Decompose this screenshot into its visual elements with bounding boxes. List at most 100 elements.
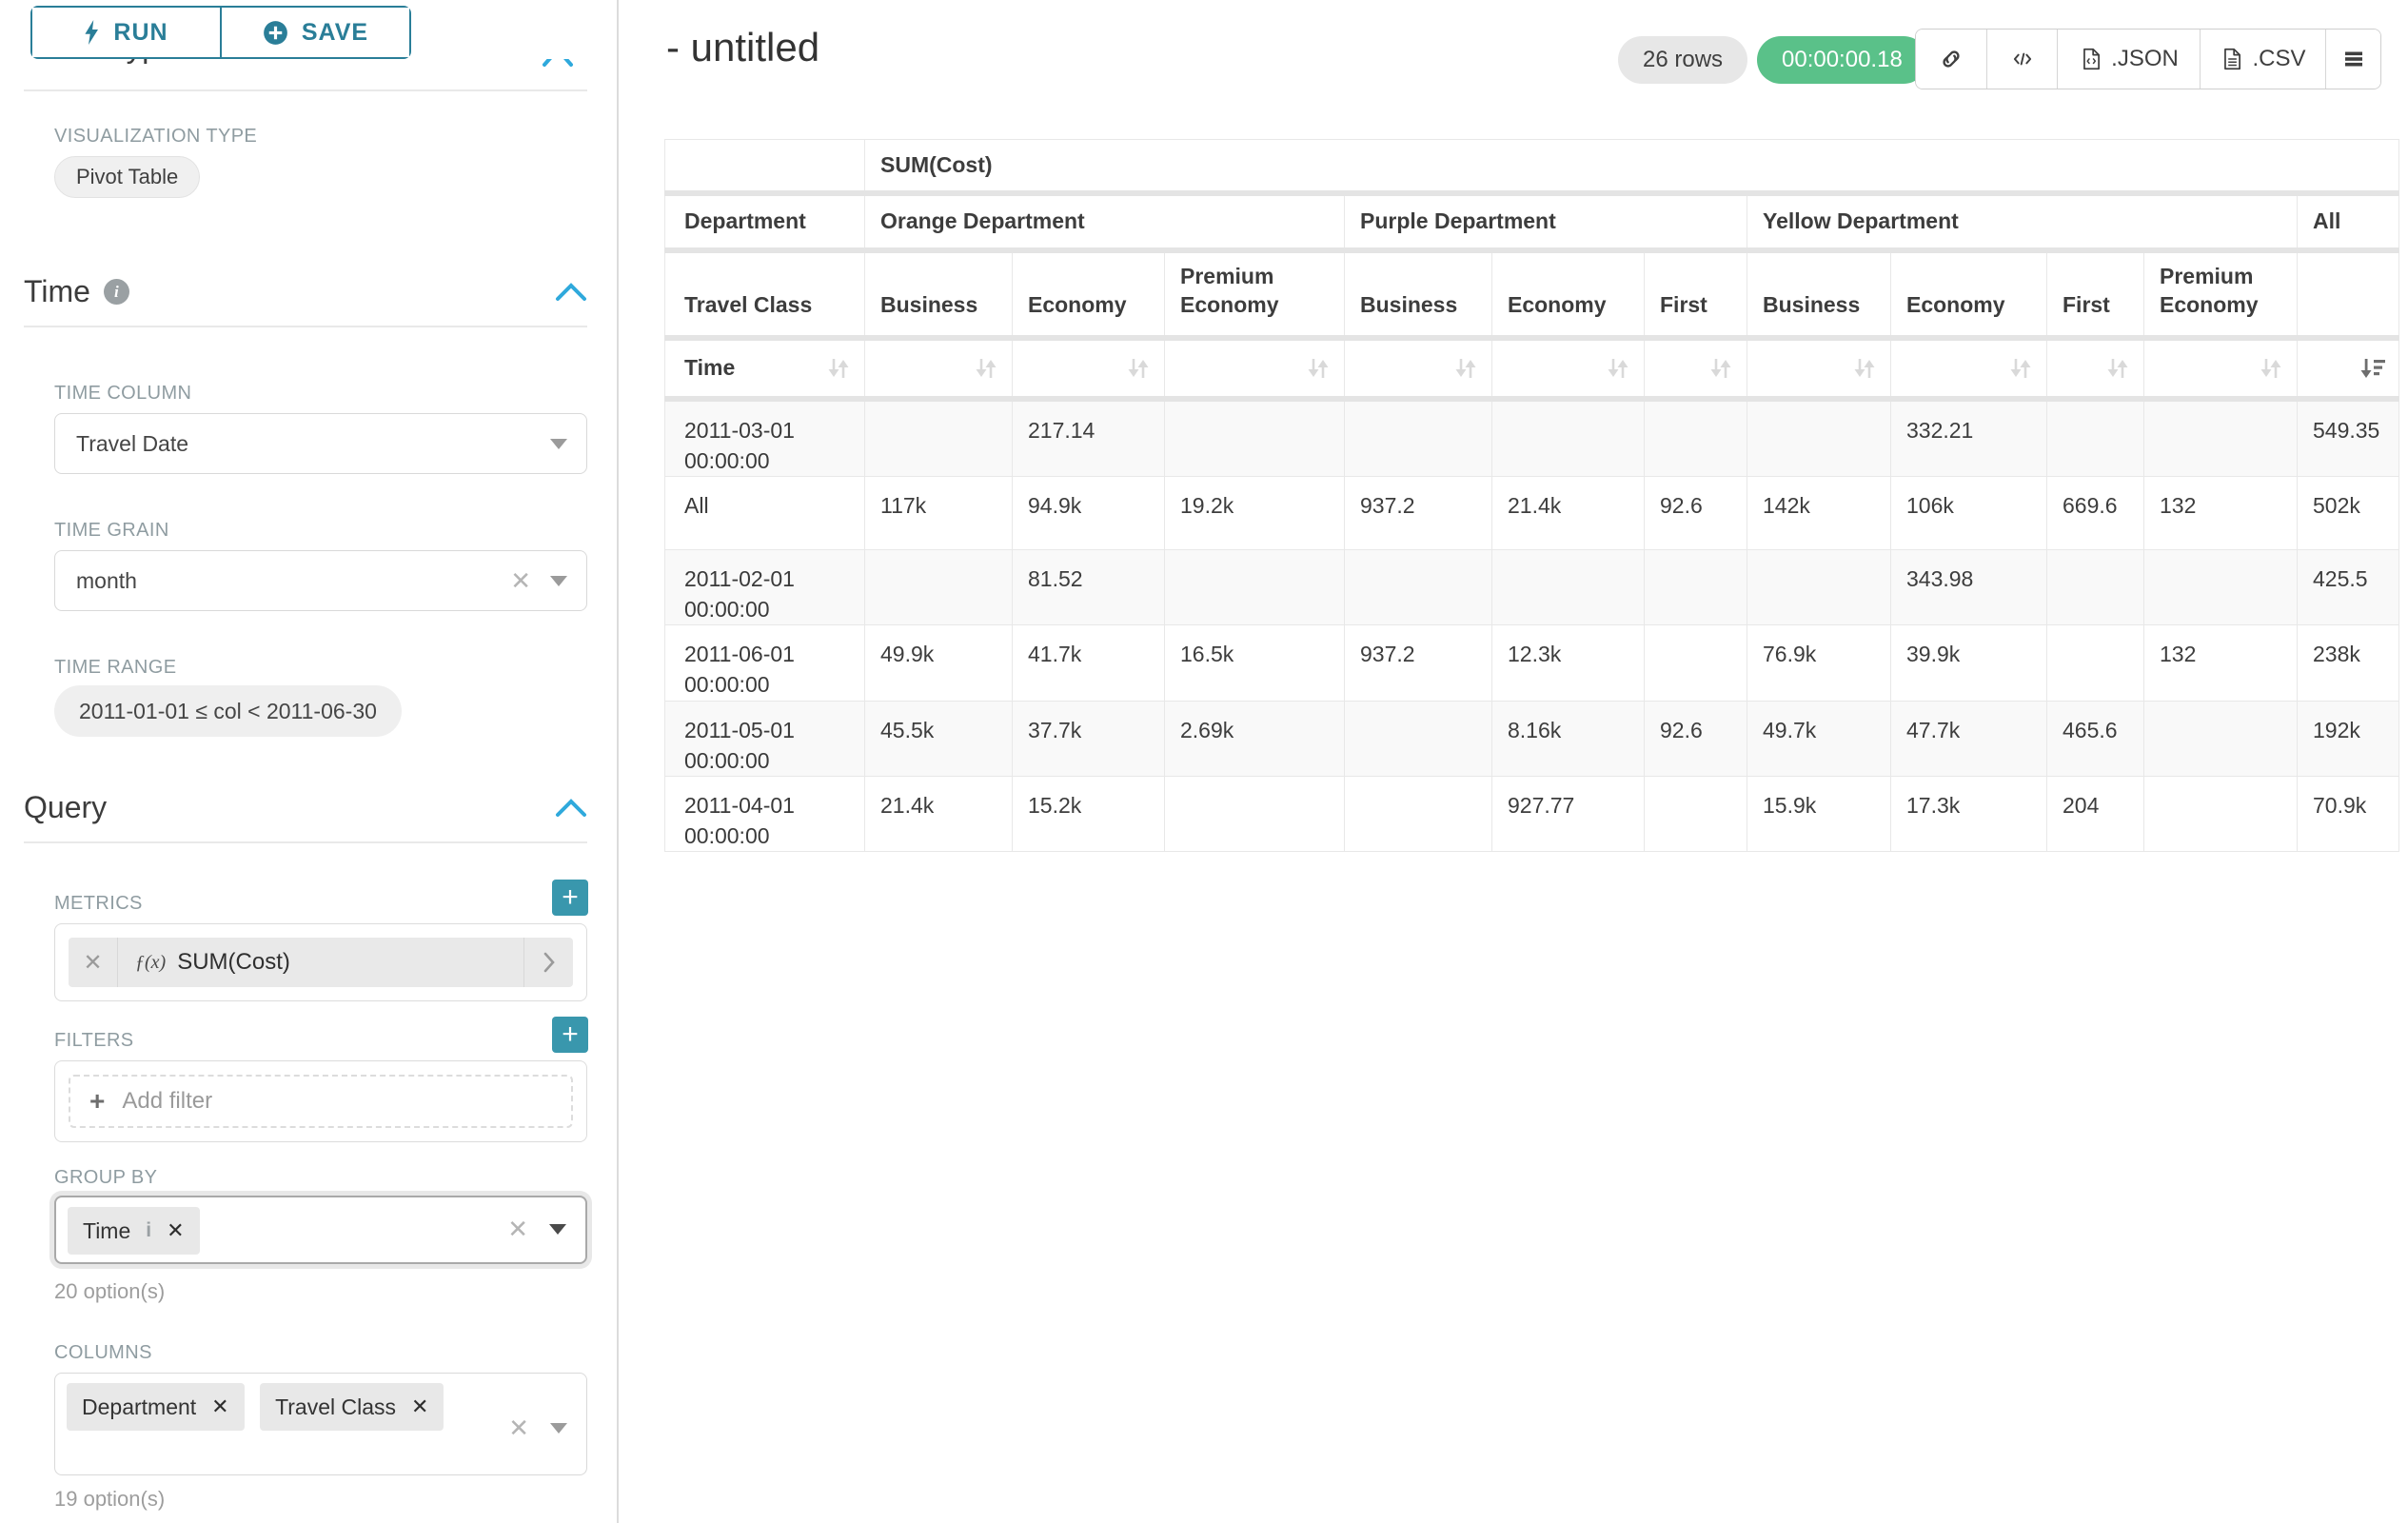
- cell: 41.7k: [1012, 624, 1165, 702]
- subcol-header: Business: [1344, 249, 1492, 338]
- view-query-button[interactable]: [1986, 30, 2057, 89]
- column-sort-header[interactable]: [1644, 337, 1747, 399]
- time-grain-select[interactable]: month ✕: [54, 550, 587, 611]
- remove-tag-icon[interactable]: ✕: [167, 1218, 185, 1242]
- time-column-select[interactable]: Travel Date: [54, 413, 587, 474]
- sort-icon[interactable]: [1304, 356, 1332, 381]
- group-by-select[interactable]: Time i ✕ ✕: [54, 1196, 587, 1264]
- sort-descending-icon[interactable]: [2359, 356, 2387, 381]
- chevron-down-icon[interactable]: [550, 438, 567, 449]
- collapse-section-icon[interactable]: [555, 282, 587, 303]
- group-header: Yellow Department: [1747, 192, 2298, 250]
- clear-icon[interactable]: ✕: [510, 566, 531, 595]
- sort-icon[interactable]: [1124, 356, 1153, 381]
- column-sort-header[interactable]: [1491, 337, 1645, 399]
- chevron-down-icon[interactable]: [549, 1223, 566, 1235]
- cell: [864, 549, 1013, 625]
- cell: [1344, 549, 1492, 625]
- sort-icon[interactable]: [1707, 356, 1735, 381]
- column-sort-header[interactable]: [1890, 337, 2047, 399]
- department-header-row: Department Orange Department Purple Depa…: [664, 192, 2399, 250]
- subcol-header: Premium Economy: [2143, 249, 2298, 338]
- add-filter-button[interactable]: + Add filter: [69, 1075, 573, 1128]
- travel-class-header-row: Travel Class Business Economy Premium Ec…: [664, 249, 2399, 338]
- visualization-type-pill[interactable]: Pivot Table: [54, 156, 201, 198]
- page-title[interactable]: - untitled: [666, 25, 820, 69]
- cell: 465.6: [2046, 701, 2144, 777]
- add-filter-plus-button[interactable]: +: [552, 1017, 588, 1053]
- clear-icon[interactable]: ✕: [507, 1215, 528, 1243]
- chevron-down-icon[interactable]: [550, 575, 567, 586]
- cell: [1644, 549, 1747, 625]
- export-json-button[interactable]: .JSON: [2057, 30, 2200, 89]
- cell: [2143, 701, 2298, 777]
- cell: [1164, 398, 1345, 477]
- time-range-pill[interactable]: 2011-01-01 ≤ col < 2011-06-30: [54, 685, 402, 737]
- cell: 106k: [1890, 476, 2047, 550]
- column-sort-header[interactable]: [2143, 337, 2298, 399]
- share-link-button[interactable]: [1916, 30, 1986, 89]
- code-icon: [2013, 52, 2031, 66]
- remove-tag-icon[interactable]: ✕: [211, 1394, 229, 1418]
- time-column-value: Travel Date: [76, 430, 189, 456]
- expand-metric-icon[interactable]: [523, 938, 573, 987]
- chevron-down-icon[interactable]: [550, 1422, 567, 1434]
- save-button[interactable]: SAVE: [220, 8, 409, 57]
- export-csv-button[interactable]: .CSV: [2200, 30, 2325, 89]
- column-sort-header[interactable]: [1012, 337, 1165, 399]
- sort-icon[interactable]: [1850, 356, 1879, 381]
- sort-icon[interactable]: [2103, 356, 2132, 381]
- column-sort-header[interactable]: [1164, 337, 1345, 399]
- cell: [1644, 776, 1747, 852]
- sort-icon[interactable]: [2006, 356, 2035, 381]
- cell: [1164, 776, 1345, 852]
- collapse-section-icon[interactable]: [555, 798, 587, 819]
- file-code-icon: [2083, 48, 2101, 70]
- sort-icon[interactable]: [824, 356, 853, 381]
- group-by-tag-time[interactable]: Time i ✕: [68, 1207, 200, 1255]
- columns-tag-travel-class[interactable]: Travel Class ✕: [260, 1383, 444, 1431]
- time-section-heading[interactable]: Time i: [24, 274, 587, 309]
- cell: 21.4k: [864, 776, 1013, 852]
- column-sort-header[interactable]: [1344, 337, 1492, 399]
- metric-pill[interactable]: ✕ ƒ(x) SUM(Cost): [69, 938, 573, 987]
- active-sort-header-desc[interactable]: [2296, 337, 2399, 399]
- filters-container: + Add filter: [54, 1060, 587, 1142]
- pivot-table: SUM(Cost) Department Orange Department P…: [664, 139, 2400, 853]
- metric-header-row: SUM(Cost): [664, 139, 2399, 193]
- remove-metric-icon[interactable]: ✕: [69, 938, 118, 987]
- time-sort-header[interactable]: Time: [665, 338, 865, 399]
- menu-button[interactable]: [2325, 30, 2380, 89]
- cell: [1344, 701, 1492, 777]
- cell: 132: [2143, 624, 2298, 702]
- clear-icon[interactable]: ✕: [508, 1414, 529, 1442]
- cell: 19.2k: [1164, 476, 1345, 550]
- add-filter-label: Add filter: [122, 1088, 213, 1114]
- corner-cell: [665, 140, 865, 193]
- cell: 81.52: [1012, 549, 1165, 625]
- menu-icon: [2344, 51, 2362, 67]
- sort-icon[interactable]: [972, 356, 1000, 381]
- cell: 238k: [2296, 624, 2399, 702]
- column-sort-header[interactable]: [864, 337, 1013, 399]
- add-metric-button[interactable]: +: [552, 880, 588, 916]
- time-column-label: TIME COLUMN: [54, 383, 192, 404]
- columns-tag-department[interactable]: Department ✕: [67, 1383, 245, 1431]
- run-button[interactable]: RUN: [32, 8, 220, 57]
- sort-icon[interactable]: [2257, 356, 2285, 381]
- col-dimension-label: Travel Class: [684, 291, 813, 317]
- column-sort-header[interactable]: [2046, 337, 2144, 399]
- tag-label: Time: [83, 1217, 131, 1243]
- cell: 76.9k: [1747, 624, 1891, 702]
- sort-icon[interactable]: [1604, 356, 1632, 381]
- columns-select[interactable]: Department ✕ Travel Class ✕ ✕: [54, 1373, 587, 1475]
- column-sort-header[interactable]: [1747, 337, 1891, 399]
- query-section-heading[interactable]: Query: [24, 790, 587, 825]
- subcol-header: Economy: [1890, 249, 2047, 338]
- sort-icon[interactable]: [1451, 356, 1480, 381]
- run-button-label: RUN: [113, 18, 168, 46]
- time-section-title: Time: [24, 274, 90, 308]
- cell: 2.69k: [1164, 701, 1345, 777]
- cell: 669.6: [2046, 476, 2144, 550]
- remove-tag-icon[interactable]: ✕: [411, 1394, 429, 1418]
